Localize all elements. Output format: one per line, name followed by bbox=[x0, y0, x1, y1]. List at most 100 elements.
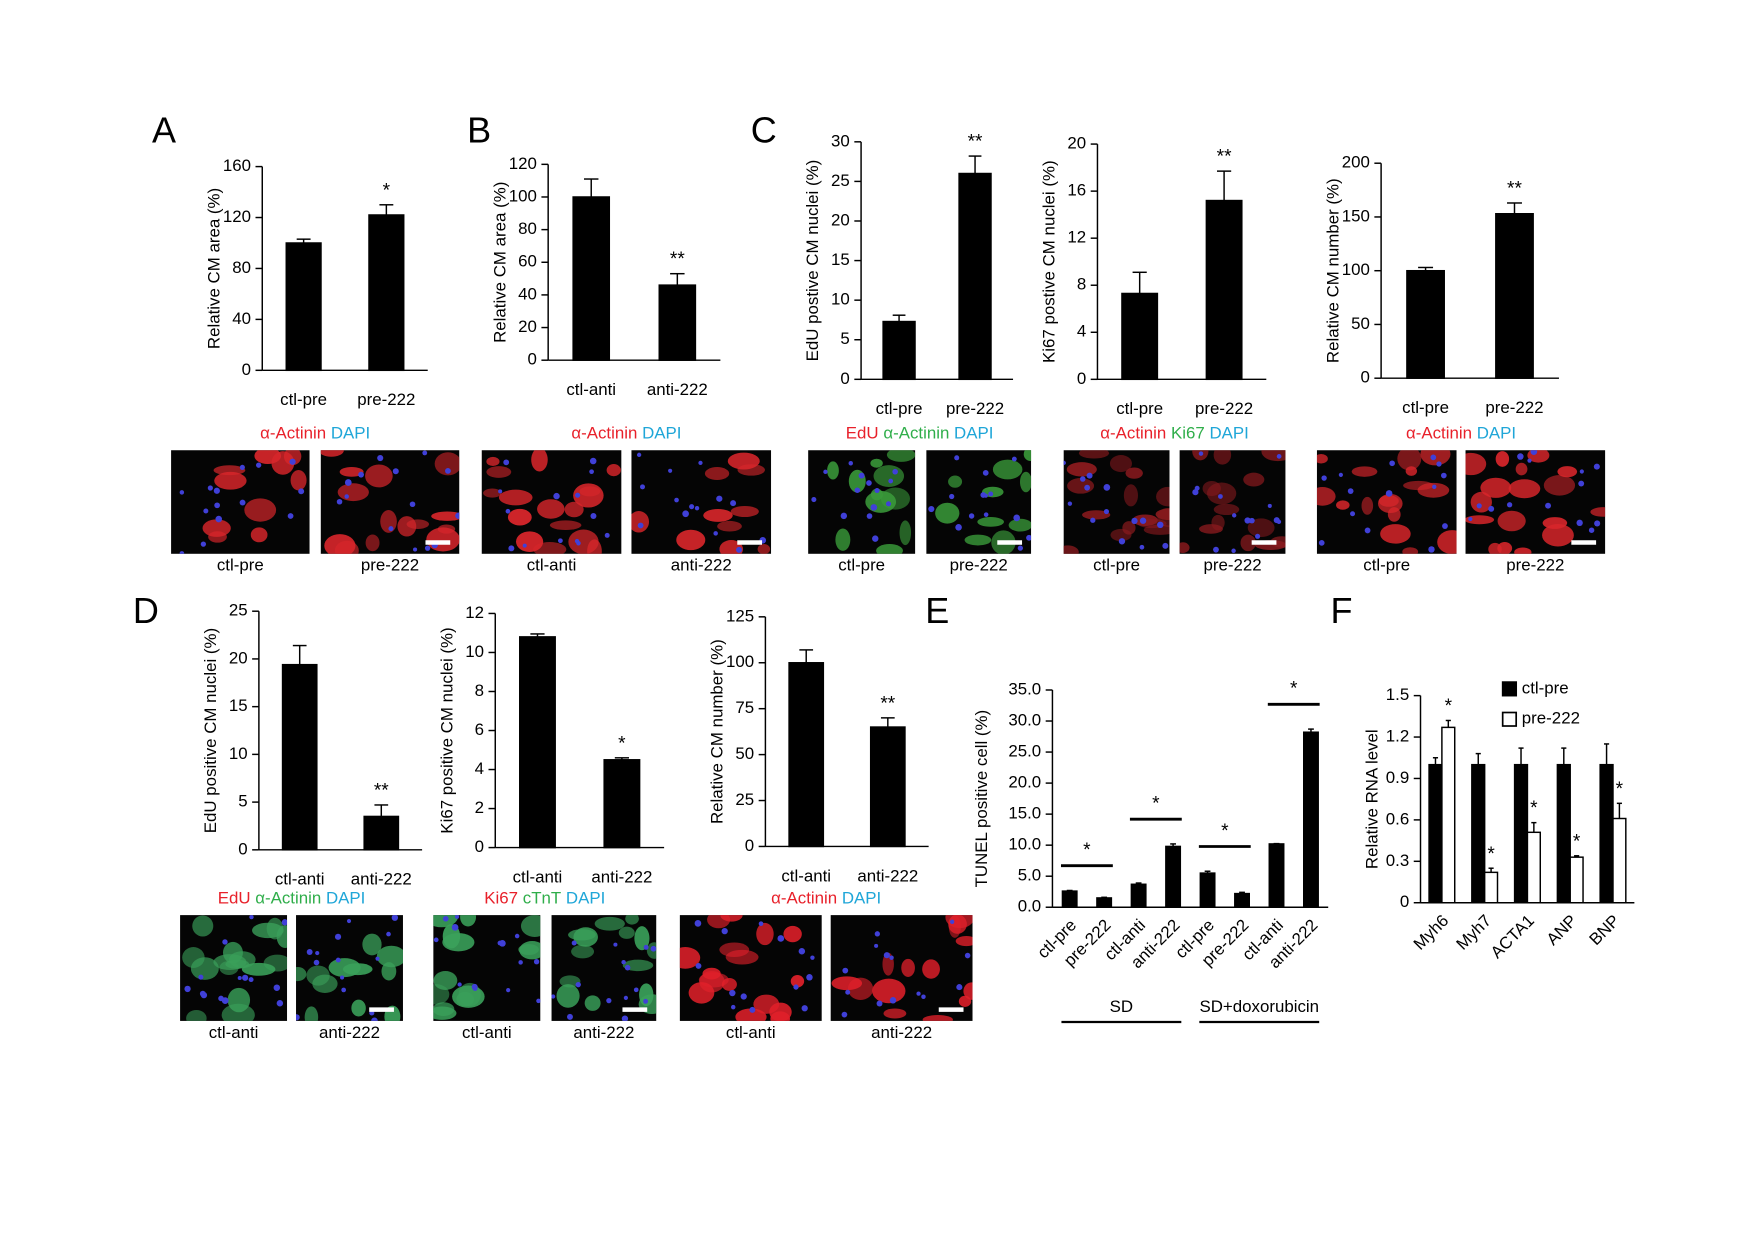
nucleus bbox=[633, 987, 639, 993]
nucleus bbox=[1131, 517, 1138, 525]
micrograph bbox=[1063, 450, 1170, 554]
nucleus bbox=[553, 492, 560, 500]
nucleus bbox=[1067, 501, 1073, 506]
y-tick-label: 80 bbox=[232, 258, 251, 277]
cell bbox=[1023, 450, 1032, 462]
bar bbox=[281, 663, 318, 851]
y-tick-label: 12 bbox=[1067, 228, 1086, 247]
stain-word: EdU bbox=[218, 889, 251, 908]
cell bbox=[634, 926, 650, 951]
nucleus bbox=[377, 454, 384, 462]
cell bbox=[486, 456, 500, 467]
cell bbox=[426, 527, 460, 552]
cells bbox=[320, 450, 460, 554]
y-tick-label: 1.5 bbox=[1386, 685, 1409, 704]
cell bbox=[1123, 484, 1139, 507]
bar bbox=[1526, 831, 1542, 904]
cells bbox=[483, 450, 621, 554]
nucleus bbox=[854, 487, 861, 493]
cell bbox=[1078, 450, 1110, 459]
cell bbox=[721, 977, 737, 991]
nucleus bbox=[249, 915, 254, 920]
stain-word: DAPI bbox=[1209, 424, 1248, 443]
y-axis-label: Relative CM number (%) bbox=[708, 639, 727, 824]
error-bar bbox=[1308, 728, 1314, 733]
nucleus bbox=[203, 508, 209, 514]
nucleus bbox=[344, 494, 349, 499]
micrograph bbox=[830, 915, 973, 1021]
nucleus bbox=[1338, 472, 1343, 477]
x-tick-label: ctl-pre bbox=[280, 390, 327, 409]
cell bbox=[1497, 541, 1513, 554]
bar bbox=[1406, 269, 1445, 379]
cell bbox=[883, 1008, 907, 1019]
nucleus bbox=[242, 974, 249, 981]
y-tick-label: 120 bbox=[509, 154, 537, 173]
nucleus bbox=[889, 955, 894, 960]
nucleus bbox=[255, 462, 262, 468]
bar bbox=[1130, 883, 1147, 908]
stain-word: α-Actinin bbox=[1406, 424, 1472, 443]
nucleus bbox=[624, 964, 631, 971]
bar bbox=[788, 662, 825, 848]
nucleus bbox=[571, 940, 577, 946]
y-tick-label: 100 bbox=[1342, 260, 1370, 279]
cell bbox=[208, 531, 227, 543]
y-tick-label: 25 bbox=[735, 790, 754, 809]
cell bbox=[1590, 507, 1606, 517]
stain-word: DAPI bbox=[326, 889, 365, 908]
cell bbox=[790, 975, 805, 988]
y-axis-label: Ki67 postive CM nuclei (%) bbox=[1040, 160, 1059, 363]
nucleus bbox=[1162, 542, 1169, 549]
cell bbox=[676, 529, 706, 551]
nucleus bbox=[874, 943, 879, 948]
nucleus bbox=[221, 997, 229, 1004]
y-tick-label: 2 bbox=[475, 798, 484, 817]
bar bbox=[1513, 763, 1529, 904]
cell bbox=[831, 976, 863, 991]
significance: ** bbox=[374, 781, 389, 802]
nucleus bbox=[567, 1013, 573, 1020]
cell bbox=[870, 458, 883, 468]
nucleus bbox=[1213, 546, 1219, 553]
nucleus bbox=[1249, 517, 1255, 524]
micrograph-label: ctl-pre bbox=[838, 556, 885, 575]
y-tick-label: 10 bbox=[831, 290, 850, 309]
cell bbox=[1270, 536, 1286, 548]
cell bbox=[1465, 515, 1495, 525]
nucleus bbox=[533, 959, 540, 965]
nucleus bbox=[885, 501, 892, 507]
cell bbox=[1155, 508, 1170, 521]
cell bbox=[1351, 466, 1378, 477]
stain-word: EdU bbox=[846, 424, 879, 443]
nucleus bbox=[497, 940, 503, 946]
significance: * bbox=[383, 180, 391, 201]
micrograph bbox=[180, 915, 288, 1021]
nucleus bbox=[721, 928, 728, 935]
cell bbox=[312, 974, 338, 993]
cell bbox=[1008, 518, 1032, 532]
stain-label: α-Actinin Ki67 DAPI bbox=[1100, 424, 1249, 443]
cell bbox=[1063, 545, 1079, 554]
micrograph bbox=[1316, 450, 1457, 554]
nucleus bbox=[1440, 472, 1447, 479]
significance: * bbox=[1573, 831, 1581, 852]
cell bbox=[922, 959, 940, 979]
nucleus bbox=[801, 1005, 808, 1012]
nucleus bbox=[637, 522, 644, 529]
stain-word: cTnT bbox=[523, 889, 561, 908]
nucleus bbox=[214, 502, 220, 509]
nucleus bbox=[457, 982, 462, 987]
cell bbox=[594, 916, 625, 931]
micrograph bbox=[926, 450, 1032, 554]
y-tick-label: 0.0 bbox=[1018, 897, 1041, 916]
nucleus bbox=[740, 993, 747, 1000]
micrograph bbox=[481, 450, 622, 554]
cell bbox=[520, 915, 541, 937]
cell bbox=[1495, 451, 1510, 467]
nucleus bbox=[1430, 454, 1437, 461]
cells bbox=[1316, 450, 1457, 554]
nucleus bbox=[640, 484, 646, 490]
stain-word: α-Actinin bbox=[255, 889, 321, 908]
nucleus bbox=[870, 504, 878, 511]
